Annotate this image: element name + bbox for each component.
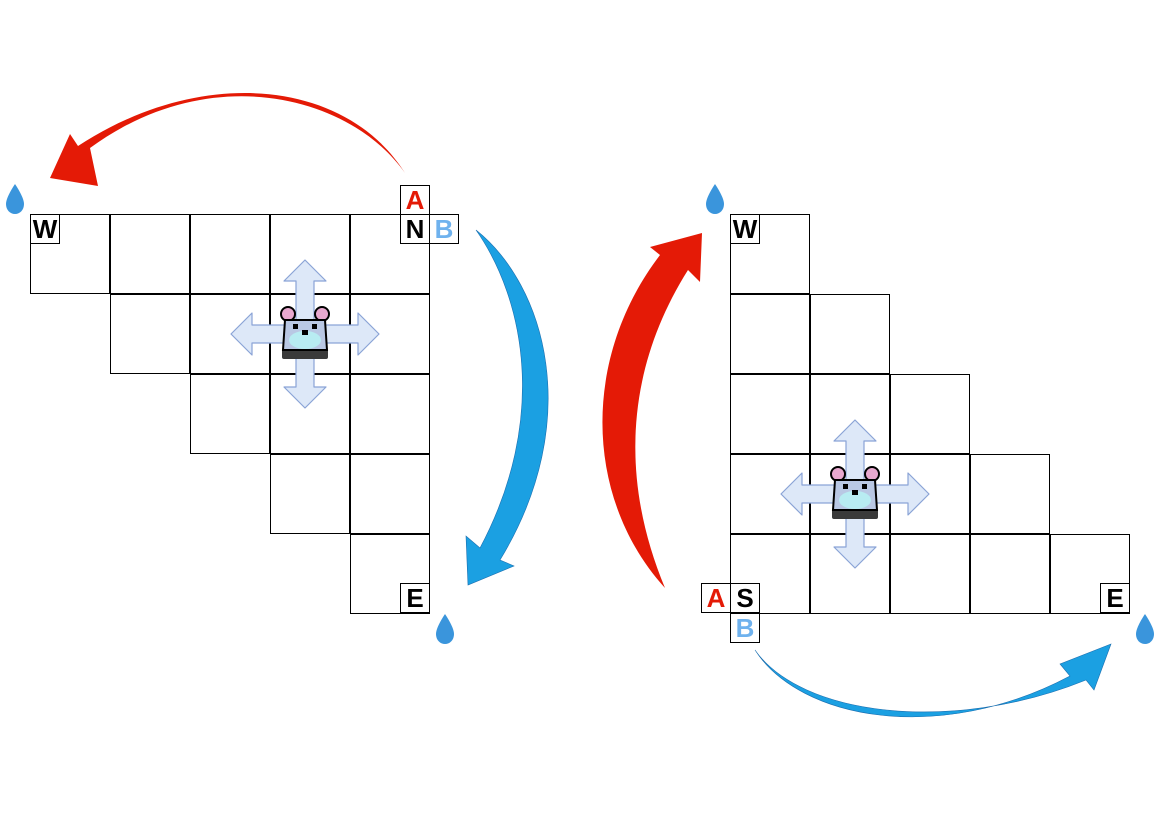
right-maze-cell: [730, 374, 810, 454]
right-maze-cell: [970, 454, 1050, 534]
right-red-curved-arrow: [602, 233, 702, 588]
right-tag-south: S: [730, 583, 760, 613]
left-red-curved-arrow: [50, 93, 405, 186]
left-blue-curved-arrow: [465, 229, 549, 586]
left-tag-a: A: [400, 185, 430, 215]
left-maze-cell: [110, 214, 190, 294]
left-mouse-icon: [280, 306, 330, 359]
right-tag-west: W: [730, 214, 760, 244]
left-tag-west: W: [30, 214, 60, 244]
left-maze-cell: [270, 454, 350, 534]
left-water-drop-icon-east: [436, 614, 454, 644]
right-maze-cell: [970, 534, 1050, 614]
right-maze-cell: [730, 294, 810, 374]
left-maze-cell: [190, 374, 270, 454]
left-tag-north: N: [400, 214, 430, 244]
left-tag-b: B: [429, 214, 459, 244]
right-mouse-icon: [830, 466, 880, 519]
right-maze-cell: [890, 534, 970, 614]
right-tag-a: A: [701, 583, 731, 613]
right-water-drop-icon-west: [706, 184, 724, 214]
right-maze-cell: [810, 294, 890, 374]
left-tag-east: E: [400, 583, 430, 613]
right-maze-cell: [1050, 534, 1130, 614]
left-maze-cell: [110, 294, 190, 374]
left-water-drop-icon-west: [6, 184, 24, 214]
left-maze-cell: [350, 454, 430, 534]
right-tag-east: E: [1100, 583, 1130, 613]
left-maze-cell: [350, 374, 430, 454]
right-tag-b: B: [730, 613, 760, 643]
left-maze-cell: [190, 214, 270, 294]
right-water-drop-icon-east: [1136, 614, 1154, 644]
right-blue-curved-arrow: [754, 643, 1112, 718]
right-maze-cell: [890, 374, 970, 454]
